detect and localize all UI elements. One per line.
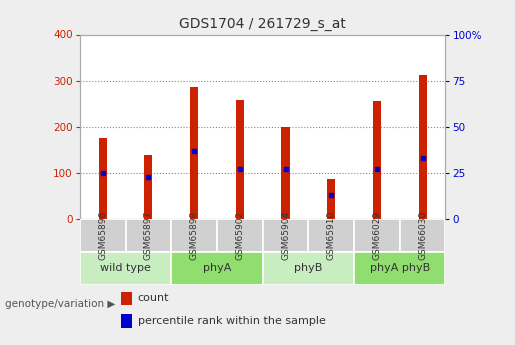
Bar [281, 127, 289, 219]
Bar [171, 219, 217, 252]
Text: GSM65904: GSM65904 [281, 211, 290, 260]
Text: phyA phyB: phyA phyB [370, 263, 430, 273]
Bar [190, 87, 198, 219]
Bar [373, 101, 381, 219]
Bar [144, 155, 152, 219]
Bar [98, 138, 107, 219]
Text: GSM66030: GSM66030 [418, 211, 427, 260]
Text: GSM66029: GSM66029 [372, 211, 382, 260]
Text: percentile rank within the sample: percentile rank within the sample [138, 316, 325, 326]
Text: wild type: wild type [100, 263, 151, 273]
Bar [171, 252, 263, 285]
Bar [263, 219, 308, 252]
Bar [419, 75, 427, 219]
Bar [308, 219, 354, 252]
Bar [126, 219, 171, 252]
Bar [263, 252, 354, 285]
Text: phyB: phyB [294, 263, 322, 273]
Bar [400, 219, 445, 252]
Text: genotype/variation ▶: genotype/variation ▶ [5, 299, 115, 308]
Text: phyA: phyA [203, 263, 231, 273]
Bar [80, 219, 126, 252]
Bar [236, 100, 244, 219]
Bar [217, 219, 263, 252]
Text: count: count [138, 294, 169, 303]
Text: GSM65897: GSM65897 [144, 211, 153, 260]
Bar [327, 179, 335, 219]
Text: GSM65902: GSM65902 [235, 211, 244, 260]
Text: GSM65896: GSM65896 [98, 211, 107, 260]
Text: GSM65910: GSM65910 [327, 211, 336, 260]
Bar [80, 252, 171, 285]
Bar [354, 252, 445, 285]
Title: GDS1704 / 261729_s_at: GDS1704 / 261729_s_at [179, 17, 346, 31]
Bar [354, 219, 400, 252]
Text: GSM65898: GSM65898 [190, 211, 199, 260]
